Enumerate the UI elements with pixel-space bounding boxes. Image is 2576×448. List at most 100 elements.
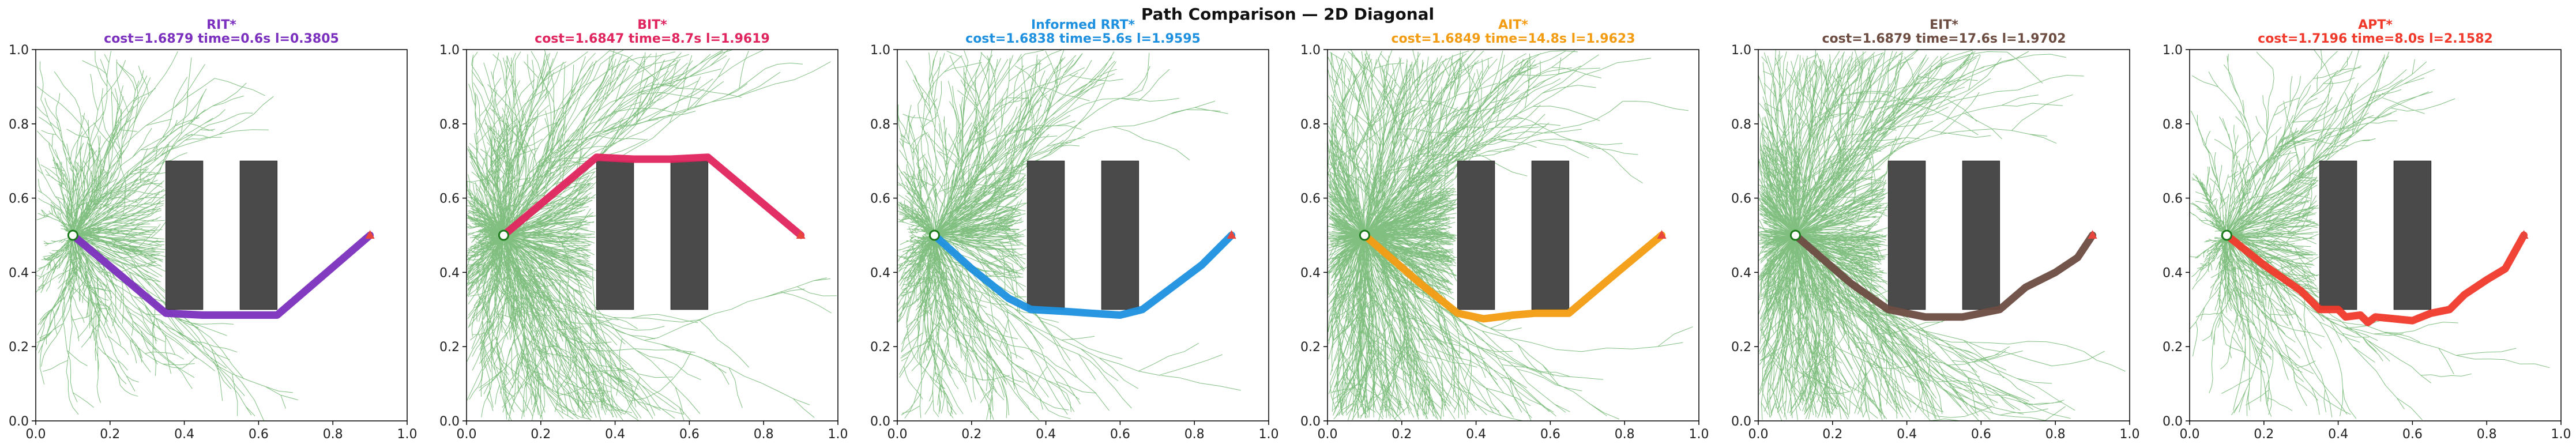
- solution-path: [69, 231, 374, 319]
- y-tick-label: 0.4: [9, 266, 29, 280]
- axes-frame: [35, 49, 408, 421]
- goal-marker: [2519, 230, 2529, 239]
- y-tick-label: 0.8: [9, 118, 29, 132]
- y-tick-label: 1.0: [870, 43, 890, 58]
- x-tick-label: 0.4: [1897, 427, 1917, 442]
- x-tick-label: 1.0: [2551, 427, 2571, 442]
- x-tick-label: 0.4: [605, 427, 625, 442]
- panel: EIT*cost=1.6879 time=17.6s l=1.9702 0.0 0.…: [1731, 18, 2140, 442]
- obstacle: [239, 160, 278, 310]
- axes-frame: [2189, 49, 2562, 421]
- plot-area: [2190, 50, 2550, 420]
- x-tick-label: 1.0: [1259, 427, 1279, 442]
- plot-area: [1758, 50, 2126, 421]
- y-tick-label: 0.8: [870, 118, 890, 132]
- y-tick-label: 0.2: [9, 340, 29, 355]
- axes-frame: [897, 49, 1269, 421]
- obstacle: [2319, 160, 2357, 310]
- obstacle: [596, 160, 634, 310]
- panel-title: BIT*: [637, 18, 667, 32]
- start-marker: [67, 229, 78, 241]
- tree-edges: [467, 50, 837, 421]
- obstacle: [1887, 160, 1926, 310]
- panel-stats: cost=1.6879 time=17.6s l=1.9702: [1822, 32, 2066, 46]
- y-tick-label: 0.0: [2163, 415, 2183, 429]
- tree-edges: [2190, 50, 2550, 420]
- x-tick-label: 0.6: [1971, 427, 1991, 442]
- y-tick-label: 0.0: [9, 415, 29, 429]
- x-tick-label: 1.0: [2120, 427, 2140, 442]
- x-tick-label: 0.4: [1036, 427, 1056, 442]
- goal-marker: [2088, 230, 2097, 239]
- x-tick-label: 0.2: [961, 427, 981, 442]
- x-tick-label: 0.2: [2254, 427, 2274, 442]
- start-marker: [2221, 229, 2232, 241]
- x-tick-label: 0.2: [100, 427, 120, 442]
- y-tick-label: 0.4: [439, 266, 460, 280]
- solution-path: [930, 231, 1236, 319]
- y-tick-label: 0.2: [1300, 340, 1321, 355]
- y-tick-label: 0.8: [1731, 118, 1751, 132]
- y-tick-label: 0.6: [1731, 192, 1751, 206]
- search-tree: [1328, 50, 1693, 421]
- y-tick-label: 1.0: [1731, 43, 1751, 58]
- x-tick-label: 0.6: [2402, 427, 2423, 442]
- panel: Informed RRT*cost=1.6838 time=5.6s l=1.9…: [870, 18, 1279, 442]
- goal-marker: [1227, 230, 1236, 239]
- axes-frame: [1758, 49, 2130, 421]
- y-tick-label: 0.2: [2163, 340, 2183, 355]
- y-tick-label: 0.2: [439, 340, 460, 355]
- y-tick-label: 0.4: [1731, 266, 1751, 280]
- x-tick-label: 1.0: [828, 427, 848, 442]
- x-tick-label: 0.4: [2328, 427, 2348, 442]
- search-tree: [467, 50, 837, 421]
- y-tick-label: 0.6: [9, 192, 29, 206]
- start-marker: [928, 229, 940, 241]
- x-tick-label: 0.6: [249, 427, 269, 442]
- y-tick-label: 0.6: [870, 192, 890, 206]
- search-tree: [2190, 50, 2550, 420]
- panel-stats: cost=1.6879 time=0.6s l=0.3805: [104, 32, 339, 46]
- panel-title: Informed RRT*: [1031, 18, 1135, 32]
- x-tick-label: 0.0: [1318, 427, 1338, 442]
- panel-stats: cost=1.6838 time=5.6s l=1.9595: [965, 32, 1201, 46]
- y-tick-label: 1.0: [1300, 43, 1321, 58]
- y-tick-label: 0.0: [1731, 415, 1751, 429]
- panel: APT*cost=1.7196 time=8.0s l=2.1582 0.00.0…: [2163, 18, 2571, 442]
- x-tick-label: 1.0: [397, 427, 418, 442]
- y-tick-label: 0.6: [1300, 192, 1321, 206]
- y-tick-label: 1.0: [9, 43, 29, 58]
- x-tick-label: 0.6: [1110, 427, 1130, 442]
- obstacle: [1962, 160, 2000, 310]
- x-tick-label: 0.0: [2180, 427, 2200, 442]
- plot-area: [467, 50, 837, 421]
- plot-area: [897, 50, 1241, 420]
- solution-path: [1791, 231, 2097, 321]
- x-tick-label: 1.0: [1689, 427, 1709, 442]
- figure-title: Path Comparison — 2D Diagonal: [1141, 5, 1434, 24]
- axes-frame: [1327, 49, 1699, 421]
- y-tick-label: 0.8: [1300, 118, 1321, 132]
- solution-path: [499, 153, 805, 239]
- x-tick-label: 0.8: [323, 427, 343, 442]
- start-marker: [1789, 229, 1801, 241]
- y-tick-label: 0.2: [870, 340, 890, 355]
- goal-marker: [1657, 230, 1667, 239]
- x-tick-label: 0.0: [457, 427, 477, 442]
- obstacle: [1457, 160, 1495, 310]
- panel-stats: cost=1.7196 time=8.0s l=2.1582: [2258, 32, 2493, 46]
- goal-marker: [796, 230, 806, 239]
- solution-path: [2222, 231, 2528, 326]
- plot-area: [1328, 50, 1693, 421]
- panel-title: EIT*: [1930, 18, 1958, 32]
- panel-stats: cost=1.6847 time=8.7s l=1.9619: [535, 32, 770, 46]
- solution-path: [1360, 231, 1666, 323]
- y-tick-label: 0.0: [870, 415, 890, 429]
- x-tick-label: 0.6: [679, 427, 700, 442]
- y-tick-label: 0.8: [2163, 118, 2183, 132]
- y-tick-label: 0.0: [1300, 415, 1321, 429]
- y-tick-label: 0.4: [2163, 266, 2183, 280]
- obstacle: [165, 160, 204, 310]
- tree-edges: [1758, 50, 2126, 421]
